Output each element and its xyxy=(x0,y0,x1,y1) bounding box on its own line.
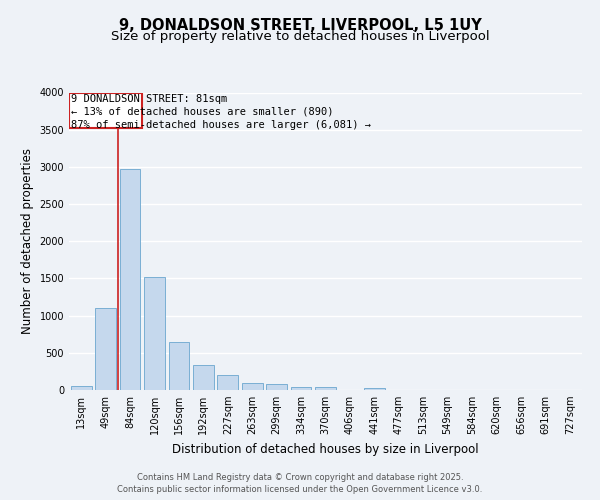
Bar xyxy=(144,277,165,390)
Y-axis label: Number of detached properties: Number of detached properties xyxy=(21,148,34,334)
Bar xyxy=(364,388,385,390)
Bar xyxy=(169,342,190,390)
X-axis label: Distribution of detached houses by size in Liverpool: Distribution of detached houses by size … xyxy=(172,442,479,456)
Bar xyxy=(69,92,142,128)
Bar xyxy=(193,364,214,390)
Bar xyxy=(290,388,311,390)
Text: 9 DONALDSON STREET: 81sqm
← 13% of detached houses are smaller (890)
87% of semi: 9 DONALDSON STREET: 81sqm ← 13% of detac… xyxy=(71,94,371,130)
Bar xyxy=(71,386,92,390)
Bar xyxy=(119,169,140,390)
Text: 9, DONALDSON STREET, LIVERPOOL, L5 1UY: 9, DONALDSON STREET, LIVERPOOL, L5 1UY xyxy=(119,18,481,32)
Bar xyxy=(315,388,336,390)
Bar xyxy=(217,375,238,390)
Text: Size of property relative to detached houses in Liverpool: Size of property relative to detached ho… xyxy=(110,30,490,43)
Bar xyxy=(242,382,263,390)
Bar xyxy=(95,308,116,390)
Text: Contains HM Land Registry data © Crown copyright and database right 2025.
Contai: Contains HM Land Registry data © Crown c… xyxy=(118,473,482,494)
Bar xyxy=(266,384,287,390)
